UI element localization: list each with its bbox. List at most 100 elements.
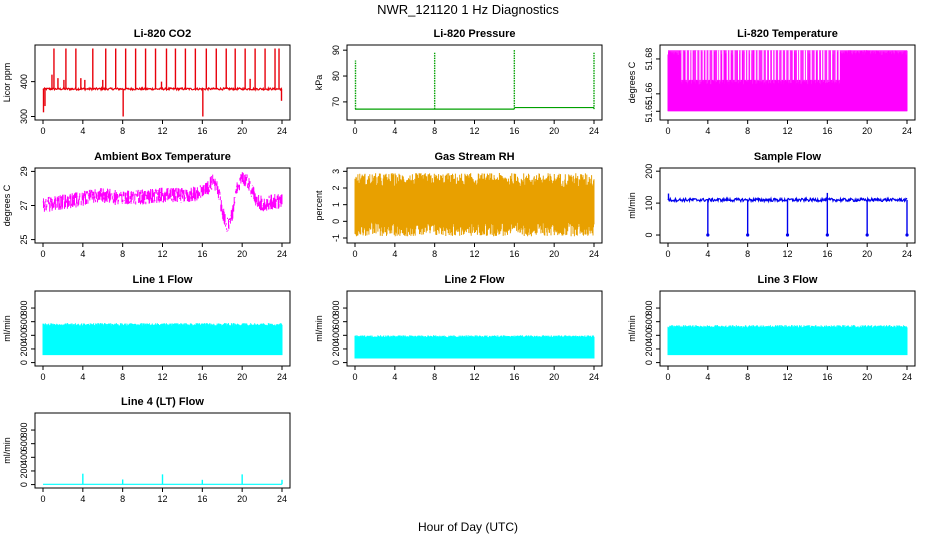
series-line [42,172,283,232]
x-tick-label: 20 [549,372,559,382]
y-tick-label: 51.65 [644,100,654,123]
x-tick-label: 20 [549,126,559,136]
x-tick-label: 20 [237,372,247,382]
x-tick-label: 12 [782,249,792,259]
y-tick-label: 29 [19,166,29,176]
x-tick-label: 16 [509,126,519,136]
x-tick-label: 24 [589,249,599,259]
y-tick-label: 51.68 [644,48,654,71]
y-tick-label: 400 [644,328,654,343]
y-tick-label: 600 [19,436,29,451]
y-tick-label: 0 [644,360,654,365]
series-point [865,233,869,237]
y-tick-label: 25 [19,235,29,245]
x-tick-label: 4 [392,126,397,136]
y-tick-label: 3 [331,169,341,174]
panel-title: Li-820 Temperature [737,28,838,40]
y-tick-label: 1 [331,202,341,207]
x-tick-label: 20 [549,249,559,259]
x-tick-label: 8 [120,249,125,259]
y-tick-label: 51.66 [644,83,654,106]
series-point [785,233,790,237]
series-point [825,233,829,237]
series-fill [668,50,907,112]
series-1 [42,48,283,117]
series-band [42,323,283,356]
x-tick-label: 8 [432,372,437,382]
x-tick-label: 16 [509,372,519,382]
y-tick-label: 400 [19,74,29,89]
x-tick-label: 16 [197,372,207,382]
y-tick-label: 80 [331,71,341,81]
y-axis-label: ml/min [627,192,637,219]
x-tick-label: 4 [80,372,85,382]
x-tick-label: 0 [352,372,357,382]
y-tick-label: 90 [331,45,341,55]
y-tick-label: 200 [19,341,29,356]
panel-10: Line 4 (LT) Flow ml/min 0 4 8 12 16 20 24 0 200400… [2,396,291,504]
panel-4: Ambient Box Temperature degrees C 0 4 8 12 16 2… [2,151,291,259]
x-tick-label: 16 [822,372,832,382]
x-tick-label: 16 [197,494,207,504]
panel-title: Li-820 Pressure [434,28,516,40]
y-tick-label: 100 [644,196,654,211]
y-axis-label: ml/min [2,315,12,342]
panel-title: Li-820 CO2 [134,28,191,40]
y-axis-label: ml/min [314,315,324,342]
x-tick-label: 20 [862,372,872,382]
x-tick-label: 16 [197,126,207,136]
x-tick-label: 0 [40,372,45,382]
x-tick-label: 24 [902,372,912,382]
x-tick-label: 16 [822,249,832,259]
x-tick-label: 16 [197,249,207,259]
y-tick-label: 0 [331,219,341,224]
x-tick-label: 0 [352,249,357,259]
x-tick-label: 4 [705,372,710,382]
y-tick-label: 0 [19,482,29,487]
panel-7: Line 1 Flow ml/min 0 4 8 12 16 20 24 0 20040060080… [2,274,291,382]
series-band [667,325,908,356]
x-tick-label: 0 [352,126,357,136]
series-point [746,233,750,237]
x-tick-label: 0 [665,249,670,259]
y-tick-label: 400 [19,450,29,465]
y-tick-label: 200 [19,463,29,478]
x-tick-label: 24 [589,372,599,382]
panel-1: Li-820 CO2 Licor ppm 0 4 8 12 16 20 24 300 400 [2,28,291,136]
panel-title: Line 1 Flow [133,274,193,286]
x-tick-label: 8 [432,126,437,136]
panel-title: Ambient Box Temperature [94,151,231,163]
figure-title: NWR_121120 1 Hz Diagnostics [377,2,559,17]
panel-title: Line 2 Flow [445,274,505,286]
y-axis-label: ml/min [2,437,12,464]
x-tick-label: 12 [157,126,167,136]
figure-x-axis-label: Hour of Day (UTC) [418,520,518,534]
x-tick-label: 8 [745,372,750,382]
y-tick-label: 400 [19,328,29,343]
x-tick-label: 4 [80,249,85,259]
y-tick-label: 27 [19,200,29,210]
x-tick-label: 8 [120,126,125,136]
y-tick-label: 0 [331,360,341,365]
x-tick-label: 16 [822,126,832,136]
x-tick-label: 8 [120,494,125,504]
series-point [905,233,909,237]
y-tick-label: 300 [19,109,29,124]
y-tick-label: -1 [331,234,341,242]
x-tick-label: 20 [862,249,872,259]
panel-8: Line 2 Flow ml/min 0 4 8 12 16 20 24 0 20040060080… [314,274,603,382]
y-tick-label: 200 [331,341,341,356]
y-tick-label: 200 [644,164,654,179]
x-tick-label: 12 [157,494,167,504]
x-tick-label: 20 [862,126,872,136]
y-axis-label: Licor ppm [2,63,12,103]
series-5 [354,173,595,237]
panel-9: Line 3 Flow ml/min 0 4 8 12 16 20 24 0 20040060080… [627,274,916,382]
x-tick-label: 12 [782,372,792,382]
x-tick-label: 8 [120,372,125,382]
x-tick-label: 8 [745,126,750,136]
series-3 [667,50,908,112]
y-tick-label: 600 [19,314,29,329]
y-tick-label: 400 [331,328,341,343]
x-tick-label: 24 [902,249,912,259]
